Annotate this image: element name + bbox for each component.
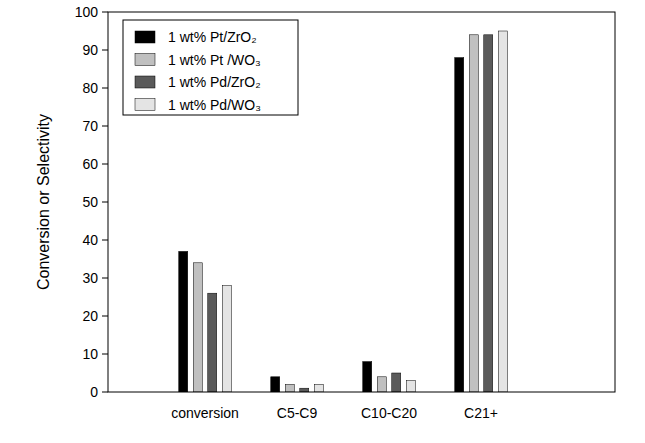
bar — [300, 388, 309, 392]
x-tick-label: C21+ — [464, 405, 498, 421]
bar — [484, 35, 493, 392]
y-tick-label: 10 — [82, 346, 98, 362]
legend-label: 1 wt% Pt /WO₃ — [168, 52, 261, 68]
bar — [406, 381, 415, 392]
legend-swatch — [135, 31, 155, 43]
y-axis-label: Conversion or Selectivity — [35, 114, 52, 290]
bar — [271, 377, 280, 392]
plot-frame — [108, 12, 615, 392]
y-tick-label: 70 — [82, 118, 98, 134]
bar — [314, 384, 323, 392]
y-tick — [102, 392, 108, 393]
y-tick-label: 100 — [75, 4, 99, 20]
legend-label: 1 wt% Pt/ZrO₂ — [168, 29, 257, 45]
bar — [363, 362, 372, 392]
y-tick-label: 60 — [82, 156, 98, 172]
bar — [377, 377, 386, 392]
bar — [179, 251, 188, 392]
legend-swatch — [135, 54, 155, 66]
y-tick — [102, 88, 108, 89]
legend-swatch — [135, 76, 155, 88]
bar — [208, 293, 217, 392]
legend-label: 1 wt% Pd/WO₃ — [168, 97, 261, 113]
y-tick-label: 80 — [82, 80, 98, 96]
bar — [455, 58, 464, 392]
x-tick-label: C10-C20 — [361, 405, 417, 421]
y-tick-label: 30 — [82, 270, 98, 286]
bar — [469, 35, 478, 392]
y-tick — [102, 316, 108, 317]
y-tick — [102, 50, 108, 51]
y-tick-label: 0 — [90, 384, 98, 400]
y-tick — [102, 126, 108, 127]
bar — [285, 384, 294, 392]
bar — [222, 286, 231, 392]
bar — [193, 263, 202, 392]
legend-box — [123, 20, 298, 115]
x-tick-label: C5-C9 — [277, 405, 318, 421]
y-tick-label: 90 — [82, 42, 98, 58]
y-tick-label: 40 — [82, 232, 98, 248]
legend-swatch — [135, 99, 155, 111]
y-tick — [102, 202, 108, 203]
bar — [392, 373, 401, 392]
y-tick — [102, 354, 108, 355]
x-tick-label: conversion — [171, 405, 239, 421]
y-tick — [102, 278, 108, 279]
legend-label: 1 wt% Pd/ZrO₂ — [168, 74, 261, 90]
y-tick — [102, 164, 108, 165]
bar — [498, 31, 507, 392]
y-tick-label: 50 — [82, 194, 98, 210]
y-tick — [102, 240, 108, 241]
y-tick — [102, 12, 108, 13]
y-tick-label: 20 — [82, 308, 98, 324]
